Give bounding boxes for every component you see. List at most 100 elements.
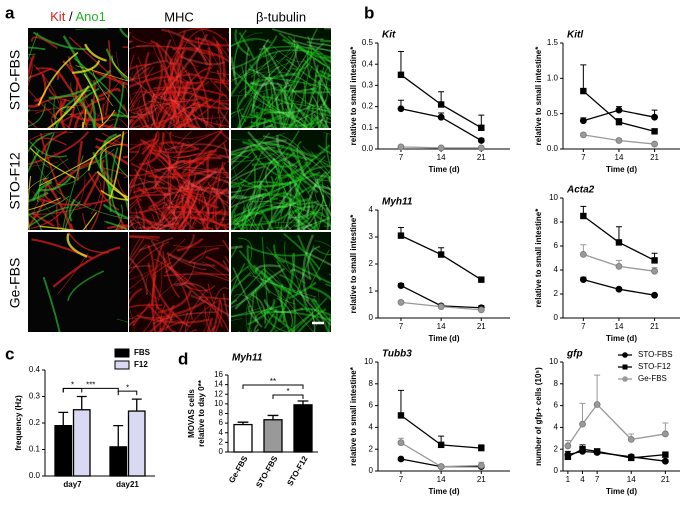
marker [627,435,635,443]
panel-letter: b [364,3,374,22]
error-bar [580,64,587,92]
row-label: Ge-FBS [7,258,23,309]
fiber [28,213,42,230]
fiber [190,294,229,317]
fiber [238,32,256,61]
fiber [143,117,193,128]
fiber [266,246,294,277]
fiber [324,165,331,169]
fiber [129,54,135,108]
fiber [310,210,331,228]
fiber [231,108,245,115]
fiber [270,77,285,128]
fiber [135,207,143,230]
fiber [164,143,229,152]
fiber [183,156,223,165]
fiber [163,273,229,277]
fiber [129,180,166,189]
fiber [164,234,195,274]
fiber [48,69,112,100]
fiber [271,185,312,223]
fiber [251,151,296,166]
fiber [134,214,178,227]
legend-swatch [114,360,130,370]
fiber [264,265,285,292]
y-tick-label: 1.0 [547,73,559,82]
fiber [218,154,229,159]
fiber [119,28,128,39]
fiber [246,203,260,230]
y-tick-label: 10 [549,193,558,202]
fiber [203,208,224,230]
fiber [178,62,192,82]
fiber [214,224,219,230]
x-tick-label: 7 [581,153,586,162]
row-label: STO-F12 [7,152,23,210]
fiber [107,225,128,230]
fiber [167,29,183,72]
fiber [175,262,196,287]
fiber [214,171,229,179]
fiber [266,182,298,230]
fiber [231,165,265,184]
marker [397,298,405,306]
fiber [219,131,229,141]
fiber [167,96,196,128]
fiber [28,195,70,215]
fiber [234,267,286,310]
fiber [159,302,167,332]
fiber [68,199,76,222]
fiber [288,107,296,128]
fiber [129,235,160,239]
fiber [284,42,325,100]
fiber [150,239,204,302]
fiber [129,295,160,320]
fiber [167,120,183,128]
fiber [206,149,213,178]
fiber [209,71,229,76]
x-tick-label: 7 [399,153,404,162]
fiber [134,168,162,224]
fiber [190,170,229,184]
fiber [165,98,209,110]
fiber [264,157,276,186]
fiber [231,153,250,159]
fiber [151,261,172,276]
fiber [160,191,174,230]
x-tick-label: 7 [581,322,586,331]
fiber [169,131,179,153]
fiber [129,244,148,269]
y-tick-label: 2 [554,289,559,298]
fiber [282,38,331,63]
fiber [129,63,151,71]
fiber [147,262,189,328]
fiber [264,123,274,128]
significance-bracket [117,390,138,396]
marker [579,420,586,428]
fiber [197,36,207,61]
fiber [155,80,190,128]
fiber [75,65,128,82]
fiber [309,172,331,179]
fiber [115,51,128,94]
fiber [246,245,258,275]
fiber [276,297,293,328]
fiber [276,260,296,294]
fiber [231,47,271,98]
fiber [145,166,217,173]
fiber [36,132,55,203]
fiber [294,99,327,123]
legend-label: STO-F12 [638,362,671,371]
legend-swatch [114,348,130,358]
y-tick-label: 12 [214,389,223,398]
bar [293,404,313,453]
fiber [286,81,329,112]
fiber [307,108,331,117]
fiber [312,113,328,128]
fiber [30,36,58,49]
fiber [297,234,322,281]
y-tick-label: 6 [219,418,224,427]
fiber [231,184,240,188]
fiber [315,178,331,182]
fiber [129,317,138,327]
